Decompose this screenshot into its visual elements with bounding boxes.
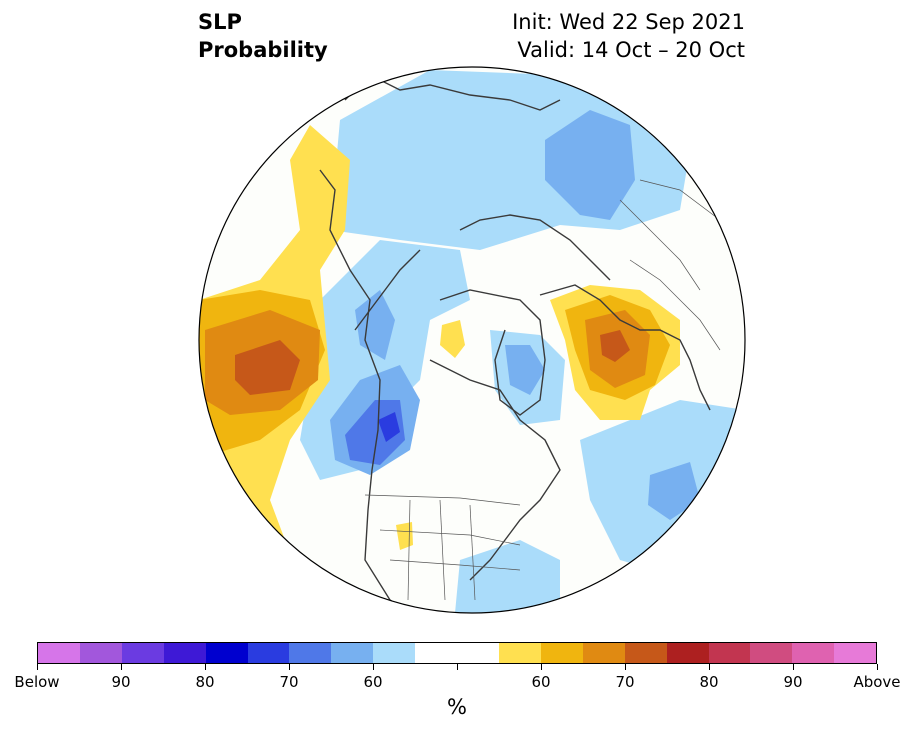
colorbar-tick-label: 60 bbox=[363, 673, 383, 691]
colorbar-tick-label: 90 bbox=[783, 673, 803, 691]
colorbar-segment bbox=[792, 643, 835, 663]
colorbar-tick bbox=[541, 664, 542, 670]
colorbar-segment bbox=[205, 643, 248, 663]
colorbar-segment bbox=[79, 643, 122, 663]
below-60-us-east bbox=[455, 540, 560, 613]
colorbar-tick bbox=[373, 664, 374, 670]
polar-map bbox=[198, 66, 746, 614]
colorbar-segment bbox=[38, 643, 80, 663]
colorbar-unit: % bbox=[447, 695, 467, 719]
colorbar-tick bbox=[37, 664, 38, 670]
colorbar-segment bbox=[457, 643, 499, 663]
below-80-canada bbox=[378, 412, 400, 442]
colorbar-tick-label: 60 bbox=[531, 673, 551, 691]
colorbar-tick bbox=[709, 664, 710, 670]
colorbar-segment bbox=[498, 643, 541, 663]
below-65-alaska bbox=[355, 290, 395, 360]
colorbar-segment bbox=[415, 643, 458, 663]
title-variable: SLP bbox=[198, 10, 242, 34]
title-right: Init: Wed 22 Sep 2021 Valid: 14 Oct – 20… bbox=[512, 8, 745, 64]
colorbar-segment bbox=[708, 643, 751, 663]
probability-fields bbox=[199, 67, 745, 613]
title-left: SLP Probability bbox=[198, 8, 328, 64]
colorbar-segment bbox=[540, 643, 583, 663]
colorbar-segment bbox=[289, 643, 332, 663]
above-75-europe bbox=[600, 330, 630, 362]
colorbar-tick bbox=[289, 664, 290, 670]
borders bbox=[364, 179, 721, 601]
colorbar-segment bbox=[331, 643, 374, 663]
colorbar-segment bbox=[834, 643, 877, 663]
init-date: Init: Wed 22 Sep 2021 bbox=[512, 10, 745, 34]
colorbar-segment bbox=[666, 643, 709, 663]
colorbar-segment bbox=[121, 643, 164, 663]
above-75-pacific bbox=[235, 340, 300, 395]
below-60-arctic-asia bbox=[330, 70, 690, 250]
title-type: Probability bbox=[198, 38, 328, 62]
colorbar-segment bbox=[247, 643, 290, 663]
colorbar-segment bbox=[163, 643, 206, 663]
colorbar bbox=[37, 642, 877, 664]
coastlines bbox=[319, 79, 711, 613]
colorbar-tick-label: 70 bbox=[279, 673, 299, 691]
colorbar-tick-label: Above bbox=[853, 673, 901, 691]
above-60-arctic bbox=[440, 320, 465, 358]
colorbar-tick-label: 80 bbox=[195, 673, 215, 691]
below-65-siberia bbox=[545, 110, 635, 220]
map-boundary bbox=[198, 66, 746, 614]
below-65-atlantic bbox=[648, 462, 700, 520]
colorbar-segment bbox=[373, 643, 416, 663]
colorbar-tick bbox=[793, 664, 794, 670]
colorbar-tick-label: 80 bbox=[699, 673, 719, 691]
colorbar-segment bbox=[582, 643, 625, 663]
colorbar-tick-label: Below bbox=[14, 673, 60, 691]
below-65-greenland bbox=[505, 345, 545, 395]
colorbar-segment bbox=[624, 643, 667, 663]
colorbar-tick bbox=[877, 664, 878, 670]
above-60-us-sw bbox=[396, 522, 413, 550]
colorbar-tick-label: 70 bbox=[615, 673, 635, 691]
valid-range: Valid: 14 Oct – 20 Oct bbox=[517, 38, 745, 62]
colorbar-tick-center bbox=[457, 664, 458, 670]
colorbar-tick bbox=[205, 664, 206, 670]
colorbar-tick bbox=[121, 664, 122, 670]
colorbar-segment bbox=[750, 643, 793, 663]
colorbar-tick-label: 90 bbox=[111, 673, 131, 691]
colorbar-tick bbox=[625, 664, 626, 670]
